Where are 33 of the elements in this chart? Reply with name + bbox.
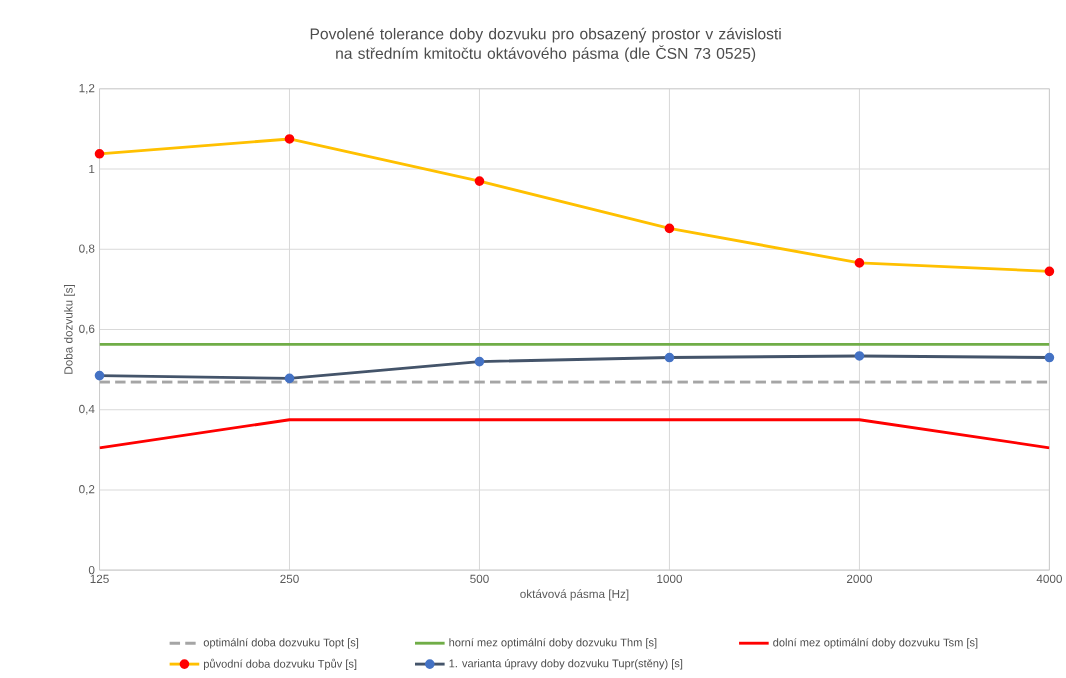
point xyxy=(664,223,675,233)
point xyxy=(284,133,295,144)
legend-label: dolní mez optimální doby dozvuku Tsm [s] xyxy=(773,637,978,649)
point xyxy=(284,373,295,383)
y-tick-label: 0 xyxy=(88,565,95,575)
x-axis-title: oktávová pásma [Hz] xyxy=(520,589,629,601)
point xyxy=(474,356,485,367)
legend-label: 1. varianta úpravy doby dozvuku Tupr(stěny) [s] xyxy=(449,658,683,670)
x-tick-label: 2000 xyxy=(846,574,872,583)
point xyxy=(854,257,865,268)
y-tick-label: 1 xyxy=(89,164,95,173)
y-tick-label: 0,4 xyxy=(79,404,95,415)
point xyxy=(94,370,105,381)
legend-label: horní mez optimální doby dozvuku Thm [s] xyxy=(449,637,657,649)
point xyxy=(664,352,675,363)
legend-label: optimální doba dozvuku Topt [s] xyxy=(203,637,359,649)
y-tick-label: 0,2 xyxy=(79,484,95,495)
y-tick-label: 1,2 xyxy=(79,83,95,94)
x-tick-label: 250 xyxy=(280,574,299,583)
point xyxy=(94,148,105,159)
y-axis-title: Doba dozvuku [s] xyxy=(63,284,75,374)
x-tick-label: 125 xyxy=(90,574,109,583)
legend-label: původní doba dozvuku Tpův [s] xyxy=(204,658,357,670)
x-tick-label: 1000 xyxy=(657,574,683,583)
point xyxy=(854,350,865,361)
point xyxy=(1044,352,1055,363)
x-tick-label: 4000 xyxy=(1036,574,1062,583)
y-tick-label: 0,6 xyxy=(79,324,95,335)
x-tick-label: 500 xyxy=(470,574,489,583)
point xyxy=(474,176,485,186)
chart-title: Povolené tolerance doby dozvuku pro obsazený prostor v závislosti na středním kmitočtu oktávového pásma (dle ČSN 73 0525) xyxy=(310,27,781,62)
point xyxy=(1044,266,1055,276)
y-tick-label: 0,8 xyxy=(79,244,95,254)
